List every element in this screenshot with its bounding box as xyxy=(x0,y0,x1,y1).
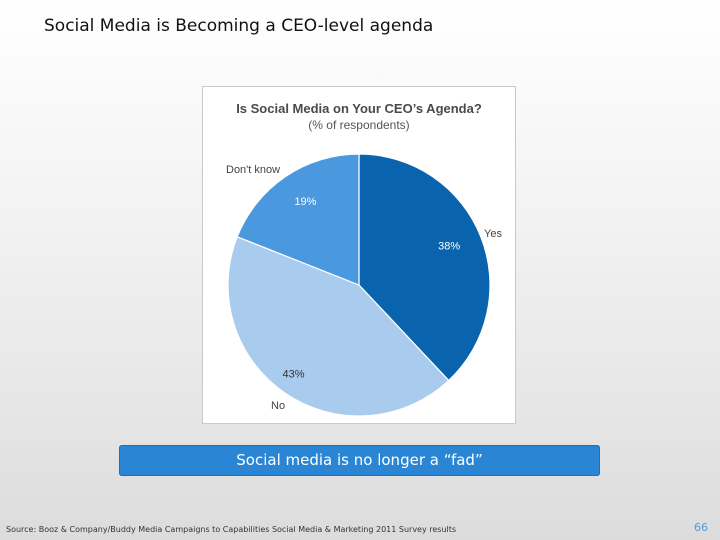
value-label: 43% xyxy=(283,369,305,381)
value-label: 19% xyxy=(294,196,316,208)
source-note: Source: Booz & Company/Buddy Media Campa… xyxy=(6,525,457,534)
slide-title: Social Media is Becoming a CEO-level age… xyxy=(44,16,434,36)
category-label: No xyxy=(271,400,285,412)
category-label: Yes xyxy=(484,228,502,240)
pie-slice-yes xyxy=(358,153,491,382)
value-label: 38% xyxy=(438,240,460,252)
page-number: 66 xyxy=(694,521,708,534)
pie-slice-no xyxy=(227,235,450,417)
chart-frame: Is Social Media on Your CEO’s Agenda? (%… xyxy=(202,86,516,424)
category-label: Don't know xyxy=(226,164,280,176)
message-banner: Social media is no longer a “fad” xyxy=(119,445,600,476)
pie-chart: 38% Yes 43% No 19% Don't know xyxy=(226,153,502,417)
chart-subtitle: (% of respondents) xyxy=(308,118,410,132)
chart-title: Is Social Media on Your CEO’s Agenda? xyxy=(236,101,482,116)
pie-slice-don-t-know xyxy=(236,153,360,286)
